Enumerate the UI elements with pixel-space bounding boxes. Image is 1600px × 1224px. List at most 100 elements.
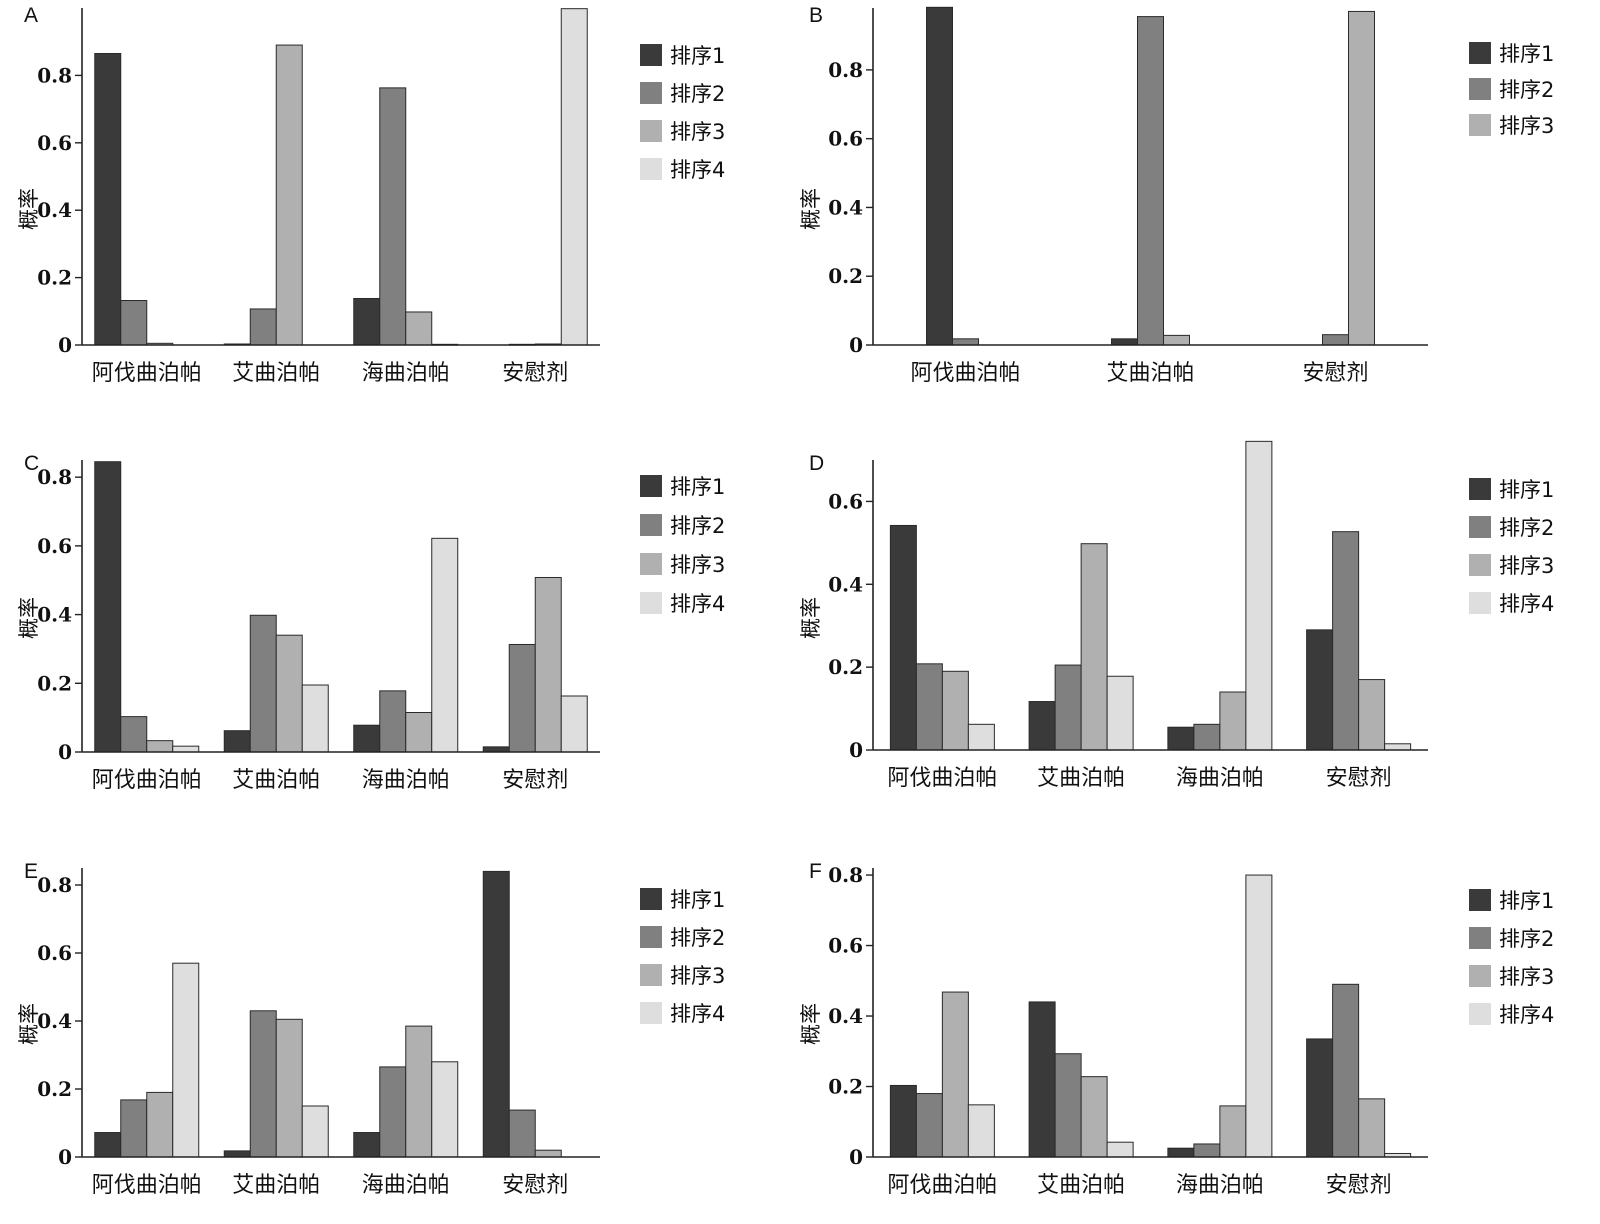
bar: [482, 870, 510, 1158]
legend-swatch: [1469, 554, 1491, 576]
y-tick-label: 0.8: [828, 58, 863, 82]
legend-label: 排序1: [1499, 42, 1554, 66]
bar: [967, 1104, 995, 1158]
panel-letter: F: [809, 860, 822, 883]
x-tick-label: 海曲泊帕: [362, 768, 450, 793]
x-tick-label: 艾曲泊帕: [1037, 1173, 1125, 1198]
legend-label: 排序4: [670, 1002, 725, 1026]
legend-label: 排序4: [670, 158, 725, 182]
legend-label: 排序1: [670, 475, 725, 499]
bar: [1358, 679, 1386, 751]
legend-swatch: [640, 514, 662, 536]
bar: [1080, 1076, 1108, 1158]
bar: [431, 537, 459, 753]
bar: [379, 690, 407, 753]
legend-swatch: [640, 964, 662, 986]
bar: [405, 311, 433, 346]
bar: [1054, 1053, 1082, 1158]
legend-swatch: [640, 553, 662, 575]
legend-label: 排序1: [670, 888, 725, 912]
bar: [941, 991, 969, 1158]
y-tick-label: 0: [58, 1145, 72, 1169]
legend-label: 排序2: [1499, 78, 1554, 102]
bar: [146, 1091, 174, 1158]
legend-label: 排序2: [1499, 927, 1554, 951]
bar: [353, 724, 381, 753]
y-tick-label: 0.4: [828, 1004, 863, 1028]
legend-swatch: [640, 475, 662, 497]
bar: [379, 1066, 407, 1158]
bar: [94, 52, 122, 346]
bar: [1080, 543, 1108, 751]
legend-swatch: [640, 592, 662, 614]
legend-label: 排序3: [1499, 114, 1554, 138]
bar: [1219, 1105, 1247, 1158]
bar: [120, 1099, 148, 1158]
bar: [94, 461, 122, 753]
bar: [889, 1084, 917, 1158]
bar: [508, 1109, 536, 1158]
bar: [1193, 723, 1221, 751]
legend-label: 排序3: [670, 553, 725, 577]
bar: [249, 1010, 277, 1158]
legend-swatch: [640, 44, 662, 66]
bar: [94, 1132, 122, 1158]
bar: [405, 1025, 433, 1158]
bar: [1028, 1001, 1056, 1158]
y-tick-label: 0.2: [828, 1075, 863, 1099]
bar: [1163, 334, 1190, 346]
bar: [1332, 531, 1360, 751]
bar: [941, 670, 969, 751]
bar: [405, 711, 433, 753]
y-tick-label: 0: [849, 738, 863, 762]
y-tick-label: 0.6: [37, 534, 72, 558]
bar: [223, 730, 251, 753]
y-tick-label: 0.2: [37, 1077, 72, 1101]
bar: [560, 8, 588, 346]
legend-label: 排序4: [1499, 592, 1554, 616]
bar: [1245, 440, 1273, 751]
legend-label: 排序3: [670, 964, 725, 988]
x-tick-label: 安慰剂: [502, 361, 568, 386]
legend-swatch: [640, 158, 662, 180]
bar: [249, 308, 277, 346]
bar: [534, 1149, 562, 1158]
legend-label: 排序3: [670, 120, 725, 144]
legend-label: 排序1: [1499, 889, 1554, 913]
legend-label: 排序1: [1499, 478, 1554, 502]
x-tick-label: 艾曲泊帕: [232, 1173, 320, 1198]
x-tick-label: 海曲泊帕: [362, 1173, 450, 1198]
panel-letter: C: [24, 452, 39, 475]
y-axis-label: 概率: [799, 188, 823, 230]
y-tick-label: 0: [58, 333, 72, 357]
y-tick-label: 0.8: [37, 63, 72, 87]
y-tick-label: 0.4: [37, 603, 72, 627]
legend-swatch: [640, 888, 662, 910]
y-tick-label: 0.4: [828, 572, 863, 596]
bar: [1332, 983, 1360, 1158]
y-tick-label: 0.2: [37, 671, 72, 695]
x-tick-label: 艾曲泊帕: [232, 768, 320, 793]
legend-label: 排序4: [670, 592, 725, 616]
y-tick-label: 0.8: [37, 465, 72, 489]
x-tick-label: 艾曲泊帕: [1106, 361, 1194, 386]
legend-swatch: [1469, 478, 1491, 500]
bar: [1245, 874, 1273, 1158]
bar: [353, 297, 381, 346]
legend-swatch: [1469, 927, 1491, 949]
y-tick-label: 0.8: [37, 873, 72, 897]
bar: [1384, 743, 1412, 751]
y-axis-label: 概率: [17, 1003, 41, 1045]
x-tick-label: 安慰剂: [1326, 766, 1392, 791]
y-tick-label: 0.4: [37, 1009, 72, 1033]
legend-swatch: [1469, 114, 1491, 136]
panel-letter: A: [24, 4, 38, 27]
legend-label: 排序3: [1499, 554, 1554, 578]
bar: [889, 524, 917, 751]
y-tick-label: 0.6: [37, 941, 72, 965]
x-tick-label: 阿伐曲泊帕: [887, 1173, 997, 1198]
legend-swatch: [640, 82, 662, 104]
